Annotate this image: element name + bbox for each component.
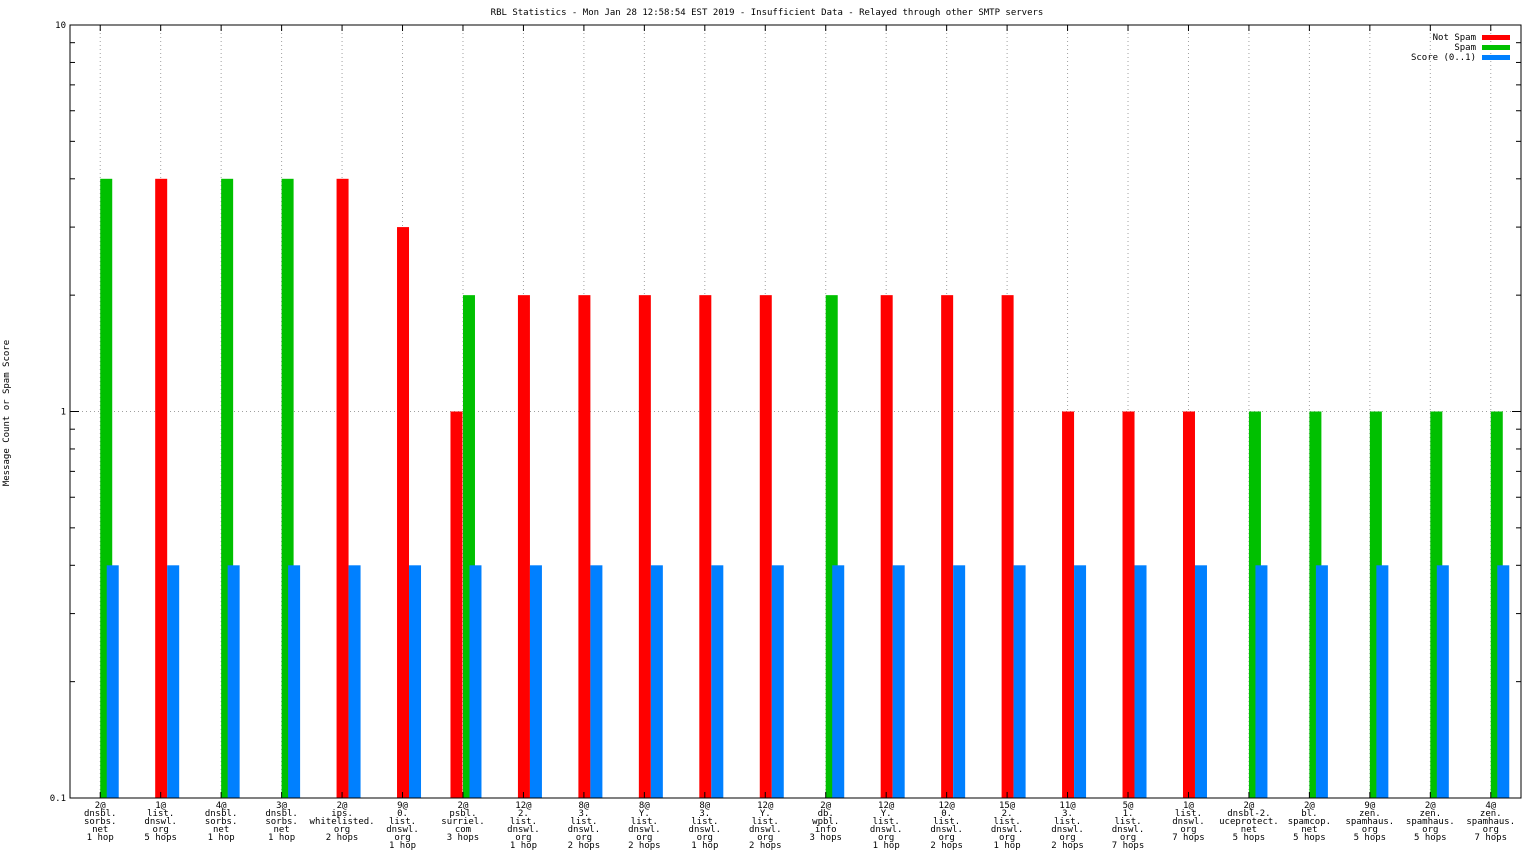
x-tick-label: 2@ db. wpbl. info 3 hops (809, 801, 842, 843)
legend-swatch (1482, 35, 1510, 40)
score-bar (348, 565, 361, 798)
x-tick-label: 5@ 1. list. dnswl. org 7 hops (1112, 801, 1145, 851)
score-bar (227, 565, 240, 798)
not-spam-bar (1001, 295, 1014, 798)
y-tick-label: 0.1 (50, 794, 66, 804)
score-bar (771, 565, 784, 798)
x-tick-label: 12@ 2. list. dnswl. org 1 hop (507, 801, 540, 851)
not-spam-bar (759, 295, 772, 798)
score-bar (106, 565, 119, 798)
not-spam-bar (941, 295, 954, 798)
score-bar (1497, 565, 1510, 798)
score-bar (409, 565, 422, 798)
score-bar (1376, 565, 1389, 798)
not-spam-bar (517, 295, 530, 798)
score-bar (1074, 565, 1087, 798)
score-bar (167, 565, 180, 798)
x-tick-labels: 2@ dnsbl. sorbs. net 1 hop 1@ list. dnswl. org 5 … (84, 801, 1515, 851)
x-tick-label: 11@ 3. list. dnswl. org 2 hops (1051, 801, 1084, 851)
x-tick-label: 1@ list. dnswl. org 5 hops (144, 801, 177, 843)
y-tick-label: 10 (55, 21, 66, 31)
legend-swatch (1482, 55, 1510, 60)
x-tick-label: 2@ dnsbl. sorbs. net 1 hop (84, 801, 117, 843)
score-bar (1194, 565, 1207, 798)
x-tick-label: 9@ 0. list. dnswl. org 1 hop (386, 801, 419, 851)
axis-ticks: 0.1 1 10 (50, 21, 1521, 804)
x-tick-label: 4@ zen. spamhaus. org 7 hops (1466, 801, 1515, 843)
legend-label: Spam (1454, 43, 1476, 53)
y-tick-label: 1 (61, 408, 66, 418)
legend-label: Score (0..1) (1411, 53, 1476, 63)
x-tick-label: 2@ zen. spamhaus. org 5 hops (1406, 801, 1455, 843)
x-tick-label: 12@ 0. list. dnswl. org 2 hops (930, 801, 963, 851)
score-bar (1315, 565, 1328, 798)
x-tick-label: 8@ 3. list. dnswl. org 2 hops (568, 801, 601, 851)
score-bar (650, 565, 663, 798)
x-tick-label: 12@ Y. list. dnswl. org 1 hop (870, 801, 903, 851)
x-tick-label: 9@ zen. spamhaus. org 5 hops (1345, 801, 1394, 843)
score-bar (1013, 565, 1026, 798)
not-spam-bar (638, 295, 651, 798)
score-bar (953, 565, 966, 798)
not-spam-bar (699, 295, 712, 798)
not-spam-bar (1182, 411, 1195, 798)
score-bar (469, 565, 482, 798)
legend-swatch (1482, 45, 1510, 50)
not-spam-bar (1122, 411, 1135, 798)
x-tick-label: 8@ 3. list. dnswl. org 1 hop (689, 801, 722, 851)
not-spam-bar (155, 178, 168, 798)
not-spam-bar (450, 411, 463, 798)
x-tick-label: 2@ psbl. surriel. com 3 hops (441, 801, 484, 843)
legend-label: Not Spam (1433, 33, 1476, 43)
score-bar (1436, 565, 1449, 798)
not-spam-bar (397, 227, 410, 798)
not-spam-bar (578, 295, 591, 798)
bar-series (100, 178, 1510, 798)
x-tick-label: 12@ Y. list. dnswl. org 2 hops (749, 801, 782, 851)
x-tick-label: 2@ ips. whitelisted. org 2 hops (310, 801, 375, 843)
score-bar (590, 565, 603, 798)
x-tick-label: 15@ 2. list. dnswl. org 1 hop (991, 801, 1024, 851)
score-bar (711, 565, 724, 798)
x-tick-label: 4@ dnsbl. sorbs. net 1 hop (205, 801, 238, 843)
x-tick-label: 2@ bl. spamcop. net 5 hops (1288, 801, 1331, 843)
not-spam-bar (336, 178, 349, 798)
not-spam-bar (1062, 411, 1075, 798)
x-tick-label: 8@ Y. list. dnswl. org 2 hops (628, 801, 661, 851)
score-bar (892, 565, 905, 798)
x-tick-label: 1@ list. dnswl. org 7 hops (1172, 801, 1205, 843)
y-axis-label: Message Count or Spam Score (2, 340, 12, 486)
score-bar (529, 565, 542, 798)
score-bar (288, 565, 301, 798)
x-tick-label: 3@ dnsbl. sorbs. net 1 hop (265, 801, 298, 843)
score-bar (832, 565, 845, 798)
score-bar (1134, 565, 1147, 798)
score-bar (1255, 565, 1268, 798)
not-spam-bar (880, 295, 893, 798)
x-tick-label: 2@ dnsbl-2. uceprotect. net 5 hops (1219, 801, 1279, 843)
chart-title: RBL Statistics - Mon Jan 28 12:58:54 EST… (491, 8, 1044, 18)
